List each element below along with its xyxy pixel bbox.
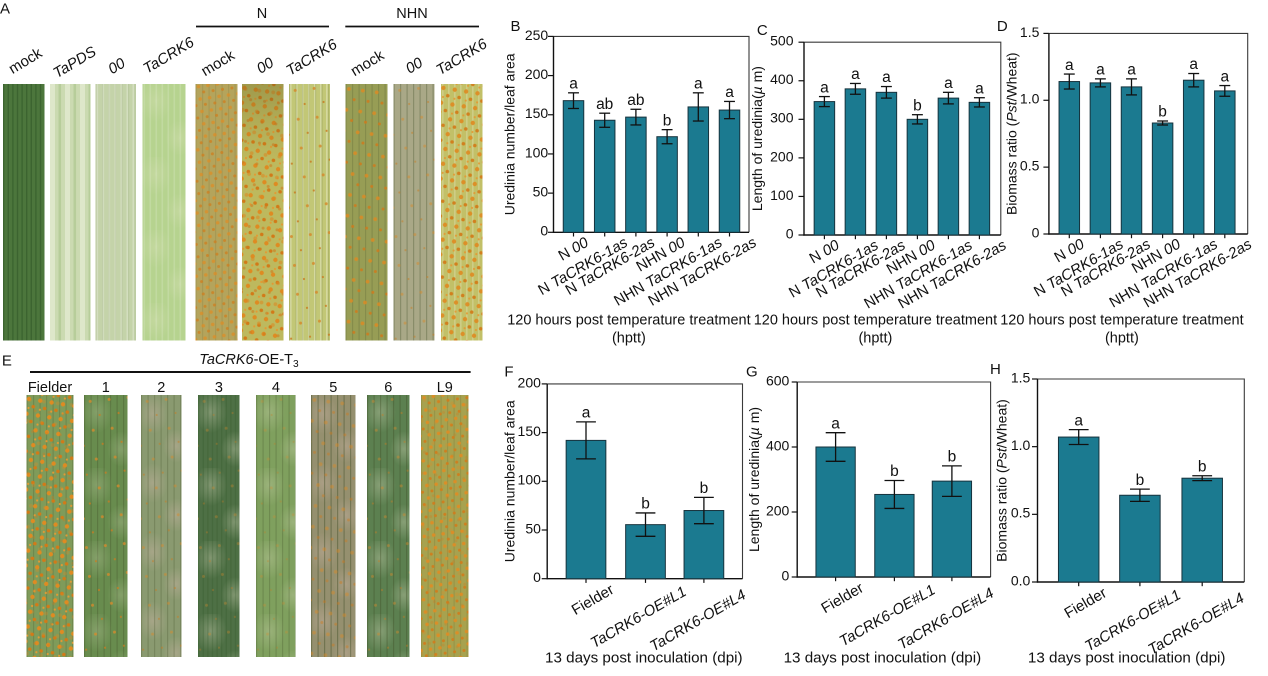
svg-text:a: a (1096, 62, 1105, 79)
svg-text:250: 250 (525, 27, 549, 43)
svg-text:a: a (1220, 68, 1229, 85)
svg-text:b: b (663, 112, 672, 129)
svg-text:a: a (1189, 56, 1198, 73)
svg-text:0: 0 (1032, 224, 1040, 240)
svg-text:a: a (725, 84, 734, 101)
svg-text:4: 4 (272, 380, 280, 396)
svg-text:Fielder: Fielder (28, 380, 72, 396)
svg-text:13 days post inoculation (dpi): 13 days post inoculation (dpi) (545, 649, 743, 666)
svg-text:a: a (975, 80, 984, 97)
svg-text:150: 150 (518, 423, 542, 439)
svg-text:0.5: 0.5 (1020, 158, 1040, 174)
svg-text:G: G (746, 363, 758, 380)
svg-text:L9: L9 (437, 380, 453, 396)
svg-text:b: b (1198, 458, 1207, 475)
svg-text:6: 6 (384, 380, 392, 396)
svg-text:(hptt): (hptt) (858, 331, 892, 347)
svg-text:1.5: 1.5 (1011, 369, 1031, 385)
svg-text:120 hours post temperature tre: 120 hours post temperature treatment (507, 313, 750, 329)
svg-text:1.0: 1.0 (1020, 91, 1040, 107)
svg-text:(hptt): (hptt) (612, 331, 646, 347)
svg-text:300: 300 (770, 110, 794, 126)
svg-text:ab: ab (627, 92, 644, 109)
svg-text:a: a (944, 75, 953, 92)
svg-text:13 days post inoculation (dpi): 13 days post inoculation (dpi) (784, 649, 982, 666)
svg-text:b: b (890, 463, 899, 480)
svg-text:a: a (582, 405, 591, 422)
svg-text:D: D (997, 18, 1008, 35)
svg-text:120 hours post temperature tre: 120 hours post temperature treatment (754, 313, 997, 329)
svg-text:b: b (641, 496, 650, 513)
svg-text:2: 2 (157, 380, 165, 396)
svg-text:100: 100 (770, 187, 794, 203)
svg-text:E: E (2, 352, 12, 369)
svg-text:100: 100 (518, 472, 542, 488)
svg-text:Length of uredinia(µ m): Length of uredinia(µ m) (746, 407, 762, 552)
svg-text:A: A (0, 0, 10, 17)
svg-text:b: b (700, 480, 709, 497)
svg-text:0.0: 0.0 (1011, 572, 1031, 588)
svg-text:a: a (1127, 62, 1136, 79)
svg-text:B: B (511, 18, 521, 35)
svg-text:0: 0 (786, 225, 794, 241)
svg-text:Biomass ratio (Pst/Wheat): Biomass ratio (Pst/Wheat) (994, 399, 1010, 562)
svg-text:5: 5 (329, 380, 337, 396)
svg-text:600: 600 (766, 372, 790, 388)
svg-text:Uredinia number/leaf area: Uredinia number/leaf area (502, 400, 518, 562)
svg-text:F: F (504, 363, 513, 380)
svg-text:Length of uredinia(µ m): Length of uredinia(µ m) (749, 66, 765, 211)
svg-text:3: 3 (215, 380, 223, 396)
svg-text:a: a (851, 66, 860, 83)
svg-text:a: a (1065, 57, 1074, 74)
svg-text:TaCRK6-OE-T3: TaCRK6-OE-T3 (199, 352, 299, 370)
svg-text:50: 50 (533, 184, 549, 200)
svg-text:a: a (1074, 412, 1083, 429)
svg-text:0: 0 (540, 223, 548, 239)
svg-text:200: 200 (770, 148, 794, 164)
svg-text:a: a (694, 76, 703, 93)
svg-text:b: b (1136, 472, 1145, 489)
svg-text:100: 100 (525, 144, 549, 160)
svg-text:1.0: 1.0 (1011, 437, 1031, 453)
svg-text:400: 400 (766, 437, 790, 453)
svg-text:b: b (948, 449, 957, 466)
svg-text:Uredinia number/leaf area: Uredinia number/leaf area (502, 53, 518, 215)
svg-text:200: 200 (766, 502, 790, 518)
svg-text:a: a (882, 69, 891, 86)
svg-text:b: b (1158, 104, 1167, 121)
svg-text:0.5: 0.5 (1011, 505, 1031, 521)
svg-text:1.5: 1.5 (1020, 24, 1040, 40)
svg-text:a: a (831, 415, 840, 432)
svg-text:b: b (913, 97, 922, 114)
svg-text:NHN: NHN (396, 6, 427, 22)
svg-text:H: H (990, 361, 1001, 378)
svg-text:500: 500 (770, 33, 794, 49)
svg-text:200: 200 (518, 374, 542, 390)
svg-text:50: 50 (525, 520, 541, 536)
svg-text:200: 200 (525, 66, 549, 82)
svg-text:400: 400 (770, 71, 794, 87)
svg-text:0: 0 (782, 567, 790, 583)
svg-text:Biomass ratio (Pst/Wheat): Biomass ratio (Pst/Wheat) (1004, 52, 1020, 215)
svg-text:150: 150 (525, 105, 549, 121)
svg-text:0: 0 (533, 569, 541, 585)
svg-text:a: a (820, 79, 829, 96)
svg-text:(hptt): (hptt) (1105, 331, 1139, 347)
svg-text:ab: ab (596, 96, 613, 113)
svg-text:13 days post inoculation (dpi): 13 days post inoculation (dpi) (1028, 649, 1226, 666)
svg-text:N: N (257, 6, 267, 22)
svg-text:C: C (757, 22, 768, 39)
svg-text:120 hours post temperature tre: 120 hours post temperature treatment (1000, 313, 1243, 329)
svg-text:1: 1 (102, 380, 110, 396)
svg-text:a: a (569, 76, 578, 93)
